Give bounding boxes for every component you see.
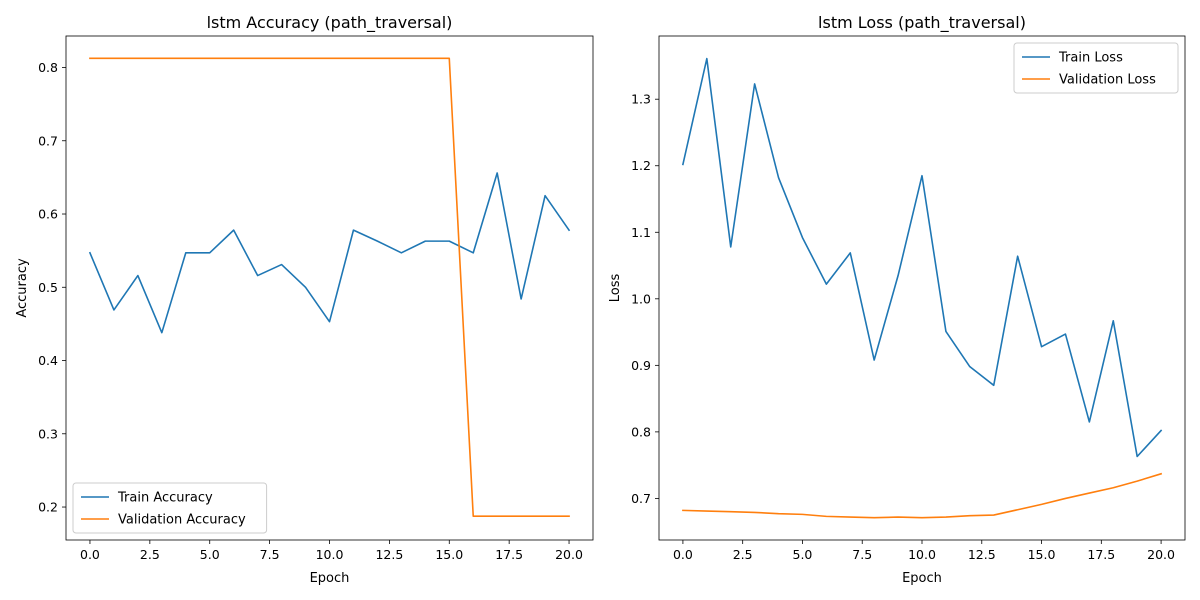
accuracy-legend-label: Train Accuracy: [117, 491, 213, 506]
loss-x-tick-label: 5.0: [793, 547, 813, 562]
accuracy-x-tick-label: 17.5: [495, 547, 523, 562]
accuracy-x-tick-label: 20.0: [555, 547, 583, 562]
accuracy-x-tick-label: 12.5: [375, 547, 403, 562]
loss-x-tick-label: 0.0: [673, 547, 693, 562]
loss-x-tick-label: 12.5: [968, 547, 996, 562]
loss-series-line-1: [682, 472, 1163, 519]
loss-x-tick-label: 10.0: [908, 547, 936, 562]
accuracy-x-tick-label: 10.0: [316, 547, 344, 562]
loss-y-ticks: 0.7 0.8 0.9 1.0 1.1 1.2 1.3: [631, 92, 659, 506]
accuracy-y-ticks: 0.2 0.3 0.4 0.5 0.6 0.7 0.8: [38, 60, 66, 515]
loss-x-tick-label: 20.0: [1147, 547, 1175, 562]
accuracy-y-tick-label: 0.4: [38, 353, 58, 368]
accuracy-x-axis-label: Epoch: [310, 571, 350, 586]
accuracy-y-tick-label: 0.5: [38, 280, 58, 295]
loss-x-tick-label: 15.0: [1028, 547, 1056, 562]
accuracy-y-tick-label: 0.3: [38, 426, 58, 441]
loss-x-tick-label: 17.5: [1087, 547, 1115, 562]
accuracy-x-tick-label: 2.5: [140, 547, 160, 562]
loss-y-tick-label: 0.7: [631, 491, 651, 506]
accuracy-legend-frame: [72, 482, 268, 534]
loss-x-axis-label: Epoch: [902, 571, 942, 586]
accuracy-chart-title: lstm Accuracy (path_traversal): [207, 13, 453, 33]
loss-legend-label: Train Loss: [1058, 51, 1123, 66]
accuracy-series-line-0: [88, 172, 571, 334]
loss-x-tick-label: 7.5: [852, 547, 872, 562]
accuracy-y-tick-label: 0.2: [38, 500, 58, 515]
accuracy-y-tick-label: 0.6: [38, 207, 58, 222]
loss-legend: Train Loss Validation Loss: [1013, 42, 1179, 94]
accuracy-legend: Train Accuracy Validation Accuracy: [72, 482, 268, 534]
accuracy-y-tick-label: 0.7: [38, 133, 58, 148]
accuracy-legend-label: Validation Accuracy: [118, 513, 246, 528]
loss-chart-title: lstm Loss (path_traversal): [818, 13, 1026, 33]
accuracy-x-tick-label: 0.0: [80, 547, 100, 562]
loss-x-ticks: 0.0 2.5 5.0 7.5 10.0 12.5 15.0 17.5 20.0: [673, 540, 1175, 562]
loss-series-line-0: [681, 57, 1163, 458]
accuracy-series-layer: [88, 57, 571, 517]
loss-y-tick-label: 0.9: [631, 358, 651, 373]
loss-y-tick-label: 1.2: [631, 158, 651, 173]
accuracy-chart: lstm Accuracy (path_traversal) 0.0 2.5 5.0…: [15, 13, 594, 586]
loss-legend-label: Validation Loss: [1059, 73, 1156, 88]
loss-chart: lstm Loss (path_traversal) 0.0 2.5 5.0 7.5 1…: [608, 13, 1186, 586]
loss-y-axis-label: Loss: [608, 274, 623, 303]
loss-y-tick-label: 1.1: [631, 225, 651, 240]
loss-legend-frame: [1013, 42, 1179, 94]
accuracy-x-ticks: 0.0 2.5 5.0 7.5 10.0 12.5 15.0 17.5 20.0: [80, 540, 583, 562]
accuracy-x-tick-label: 15.0: [435, 547, 463, 562]
loss-x-tick-label: 2.5: [733, 547, 753, 562]
loss-y-tick-label: 0.8: [631, 424, 651, 439]
accuracy-y-tick-label: 0.8: [38, 60, 58, 75]
accuracy-x-tick-label: 5.0: [200, 547, 220, 562]
loss-y-tick-label: 1.0: [631, 291, 651, 306]
accuracy-series-line-1: [89, 57, 570, 517]
accuracy-y-axis-label: Accuracy: [15, 258, 30, 318]
loss-y-tick-label: 1.3: [631, 92, 651, 107]
loss-series-layer: [681, 57, 1163, 519]
accuracy-x-tick-label: 7.5: [260, 547, 280, 562]
